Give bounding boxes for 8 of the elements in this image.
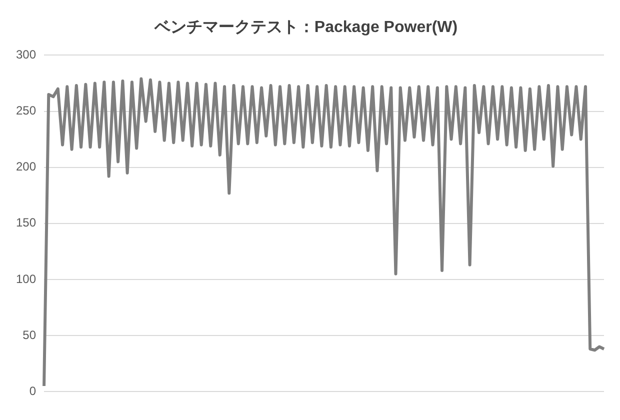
y-tick-label: 250 bbox=[16, 104, 36, 118]
y-tick-label: 200 bbox=[16, 160, 36, 174]
y-tick-label: 100 bbox=[16, 272, 36, 286]
y-tick-label: 0 bbox=[29, 384, 36, 398]
chart-title: ベンチマークテスト：Package Power(W) bbox=[153, 19, 458, 36]
y-tick-label: 50 bbox=[22, 328, 36, 342]
y-tick-label: 150 bbox=[16, 216, 36, 230]
y-tick-label: 300 bbox=[16, 48, 36, 62]
